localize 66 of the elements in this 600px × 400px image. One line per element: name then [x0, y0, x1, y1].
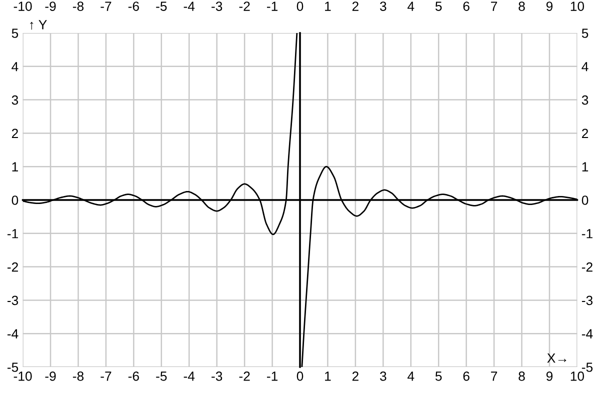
x-tick-label: -3: [212, 372, 222, 381]
x2-tick-label: -5: [156, 2, 167, 11]
y2-tick-label: -5: [582, 362, 593, 372]
x2-tick-label: -3: [212, 2, 222, 11]
x-tick-label: -5: [156, 372, 167, 381]
x-tick-label: 1: [325, 372, 331, 381]
y-tick-label: 1: [12, 162, 18, 172]
x2-tick-label: -6: [128, 2, 139, 11]
x-tick-label: -4: [184, 372, 195, 381]
x2-tick-label: 0: [296, 2, 304, 11]
x-tick-label: 8: [518, 372, 525, 381]
x-tick-label: -8: [72, 372, 84, 381]
x-tick-label: 0: [296, 372, 304, 381]
x-tick-label: 9: [546, 372, 553, 381]
y2-tick-label: -3: [582, 296, 593, 306]
x2-tick-label: 7: [491, 2, 498, 11]
x2-tick-label: -2: [239, 2, 250, 11]
x2-tick-label: 10: [570, 2, 584, 11]
x2-tick-label: -7: [100, 2, 112, 11]
x2-tick-label: -10: [14, 2, 32, 11]
y-tick-label: -1: [7, 229, 18, 238]
y2-tick-label: 1: [582, 162, 588, 172]
y-tick-label: 3: [12, 95, 18, 105]
x2-tick-label: 5: [435, 2, 442, 11]
y-tick-label: -4: [7, 329, 18, 338]
x-tick-label: 6: [463, 372, 470, 381]
y-tick-label: -3: [7, 296, 18, 306]
y-tick-label: 5: [12, 28, 18, 38]
x2-tick-label: 2: [352, 2, 358, 11]
x-tick-label: -10: [14, 372, 32, 381]
x2-tick-label: -9: [45, 2, 56, 11]
x2-tick-label: 8: [518, 2, 525, 11]
x2-tick-label: -4: [184, 2, 195, 11]
y2-tick-label: 3: [582, 95, 588, 105]
x-tick-label: 3: [380, 372, 386, 381]
y2-tick-label: 5: [582, 28, 588, 38]
x2-tick-label: 6: [463, 2, 470, 11]
x-tick-label: -7: [100, 372, 112, 381]
x-tick-label: -6: [128, 372, 139, 381]
y2-tick-label: 4: [582, 62, 588, 72]
y2-tick-label: -1: [582, 229, 592, 238]
x2-tick-label: 1: [325, 2, 331, 11]
x-tick-label: -2: [239, 372, 250, 381]
y-axis-title: ↑ Y: [30, 20, 47, 30]
x-tick-label: 4: [408, 372, 414, 381]
x-tick-label: 7: [491, 372, 498, 381]
y2-tick-label: 2: [582, 128, 588, 138]
x2-tick-label: 4: [408, 2, 414, 11]
x2-tick-label: -8: [72, 2, 84, 11]
y2-tick-label: 0: [582, 196, 588, 205]
x2-tick-label: 3: [380, 2, 386, 11]
x2-tick-label: 9: [546, 2, 553, 11]
x-tick-label: -1: [267, 372, 278, 381]
x-axis-title: X→: [547, 354, 566, 363]
y-tick-label: 4: [12, 62, 18, 72]
x-tick-label: 5: [435, 372, 442, 381]
y2-tick-label: -4: [582, 329, 593, 338]
y-tick-label: -5: [7, 362, 18, 372]
y-tick-label: -2: [7, 262, 18, 272]
x-tick-label: 10: [570, 372, 584, 381]
y-tick-label: 2: [12, 128, 18, 138]
y2-tick-label: -2: [582, 262, 592, 272]
x2-tick-label: -1: [267, 2, 278, 11]
y-tick-label: 0: [12, 196, 18, 205]
x-tick-label: -9: [45, 372, 56, 381]
x-tick-label: 2: [352, 372, 358, 381]
